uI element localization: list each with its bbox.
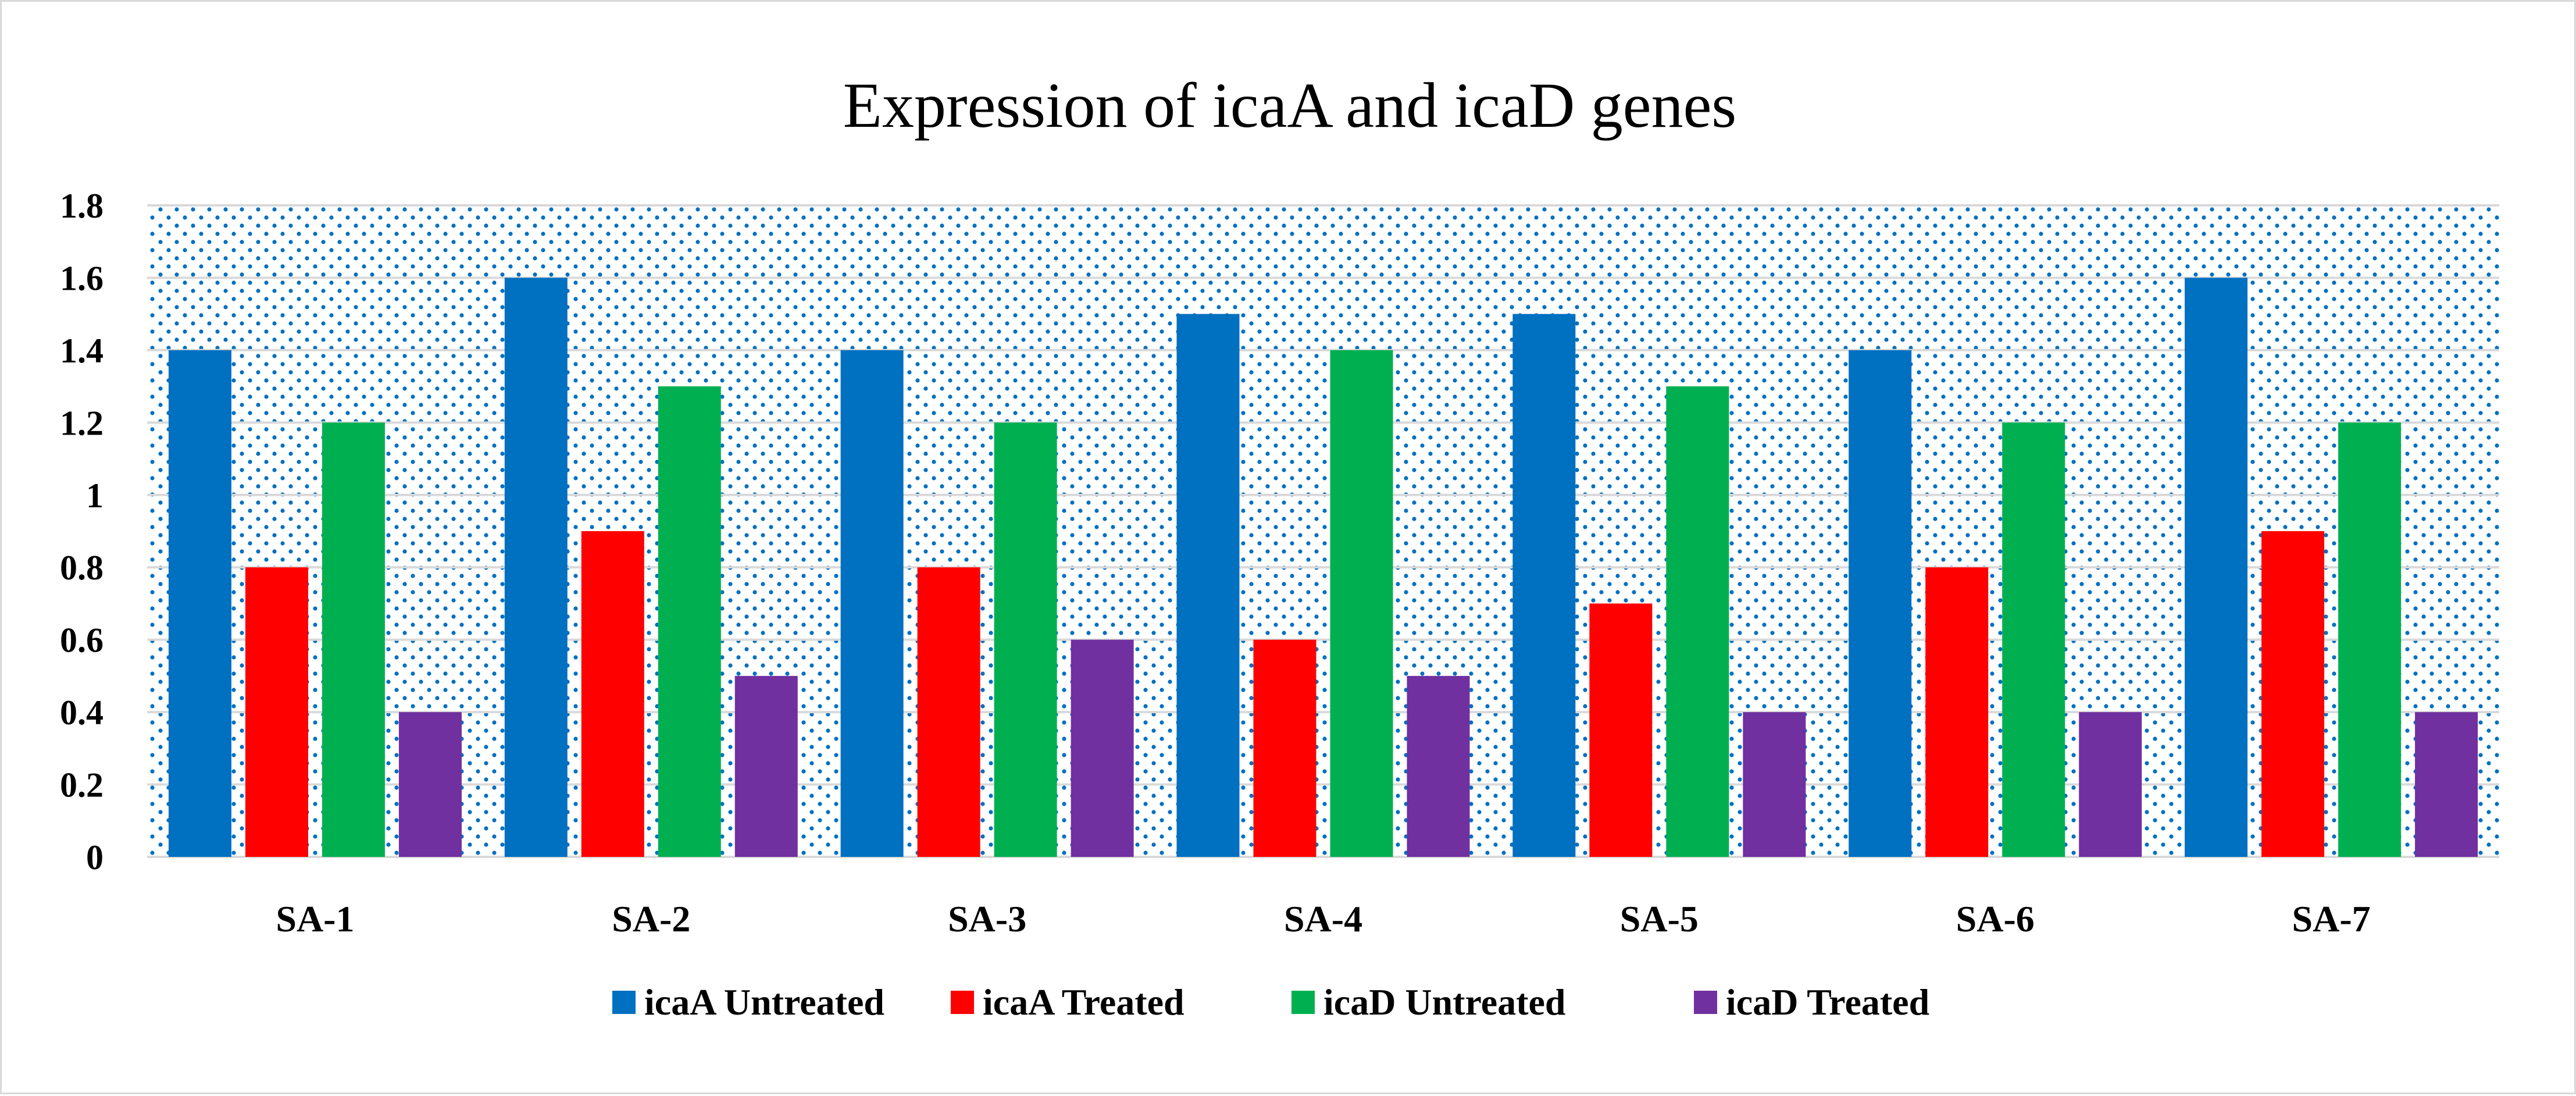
bar-icad-untreated-sa-2 — [658, 386, 721, 857]
bar-icaa-treated-sa-1 — [245, 567, 308, 857]
bar-icad-treated-sa-2 — [734, 675, 798, 857]
bar-icad-treated-sa-7 — [2415, 712, 2478, 857]
bar-icad-untreated-sa-6 — [2002, 422, 2065, 857]
bar-icad-untreated-sa-3 — [994, 422, 1057, 857]
bar-icaa-untreated-sa-7 — [2185, 277, 2248, 857]
bar-icaa-treated-sa-3 — [917, 567, 980, 857]
y-tick-label: 1.2 — [60, 404, 104, 442]
legend-swatch — [951, 991, 974, 1014]
legend-swatch — [1694, 991, 1717, 1014]
legend-swatch — [1291, 991, 1315, 1014]
legend-label: icaD Untreated — [1323, 981, 1566, 1023]
bar-icaa-untreated-sa-1 — [168, 350, 231, 857]
bar-icaa-treated-sa-2 — [581, 531, 644, 857]
legend-swatch — [612, 991, 636, 1014]
bar-icaa-treated-sa-6 — [1925, 567, 1989, 857]
y-tick-label: 1.4 — [60, 332, 104, 370]
x-category-label: SA-5 — [1620, 898, 1699, 940]
bar-icad-untreated-sa-1 — [322, 422, 385, 857]
y-tick-label: 0.6 — [60, 621, 104, 660]
bar-icaa-treated-sa-5 — [1589, 603, 1653, 857]
x-category-label: SA-4 — [1284, 898, 1362, 940]
y-tick-label: 0.2 — [60, 766, 104, 805]
chart-title: Expression of icaA and icaD genes — [843, 70, 1736, 141]
bar-icad-treated-sa-6 — [2079, 712, 2142, 857]
legend-label: icaA Treated — [983, 981, 1184, 1023]
bar-icad-untreated-sa-5 — [1666, 386, 1729, 857]
x-axis-categories: SA-1 SA-2 SA-3 SA-4 SA-5 SA-6 SA-7 — [276, 898, 2370, 940]
legend-label: icaD Treated — [1726, 981, 1929, 1023]
y-tick-label: 1 — [86, 476, 104, 515]
bar-icad-treated-sa-4 — [1407, 675, 1470, 857]
bar-icad-treated-sa-3 — [1071, 639, 1134, 857]
bar-icaa-untreated-sa-5 — [1512, 314, 1576, 857]
x-category-label: SA-7 — [2292, 898, 2371, 940]
legend-label: icaA Untreated — [644, 981, 884, 1023]
y-tick-label: 0 — [86, 838, 104, 877]
bar-icaa-untreated-sa-4 — [1176, 314, 1240, 857]
y-tick-label: 0.4 — [60, 693, 104, 732]
y-axis-ticks: 0 0.2 0.4 0.6 0.8 1 1.2 1.4 1.6 1.8 — [60, 187, 104, 877]
x-category-label: SA-3 — [948, 898, 1026, 940]
bar-icaa-untreated-sa-3 — [840, 350, 904, 857]
y-tick-label: 0.8 — [60, 549, 104, 587]
x-category-label: SA-6 — [1956, 898, 2035, 940]
x-category-label: SA-1 — [276, 898, 354, 940]
x-category-label: SA-2 — [612, 898, 690, 940]
bar-icaa-untreated-sa-6 — [1849, 350, 1912, 857]
bars — [168, 277, 2478, 857]
bar-icaa-treated-sa-4 — [1253, 639, 1316, 857]
bar-icad-treated-sa-1 — [398, 712, 462, 857]
y-tick-label: 1.6 — [60, 259, 104, 297]
bar-icaa-untreated-sa-2 — [504, 277, 568, 857]
legend: icaA Untreated icaA Treated icaD Untreated… — [612, 981, 1929, 1023]
bar-icad-treated-sa-5 — [1743, 712, 1806, 857]
bar-icad-untreated-sa-7 — [2338, 422, 2402, 857]
plot-area — [147, 205, 2499, 857]
bar-icad-untreated-sa-4 — [1330, 350, 1393, 857]
y-tick-label: 1.8 — [60, 187, 104, 225]
bar-icaa-treated-sa-7 — [2261, 531, 2325, 857]
